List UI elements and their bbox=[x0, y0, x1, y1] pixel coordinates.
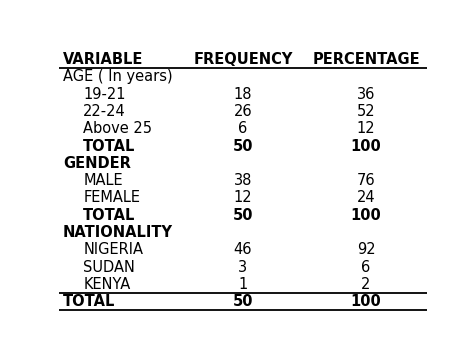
Text: 12: 12 bbox=[356, 121, 375, 136]
Text: TOTAL: TOTAL bbox=[83, 208, 136, 223]
Text: 24: 24 bbox=[356, 190, 375, 206]
Text: AGE ( In years): AGE ( In years) bbox=[63, 69, 173, 84]
Text: SUDAN: SUDAN bbox=[83, 260, 135, 275]
Text: 36: 36 bbox=[357, 87, 375, 102]
Text: 50: 50 bbox=[233, 294, 253, 309]
Text: 50: 50 bbox=[233, 138, 253, 153]
Text: FREQUENCY: FREQUENCY bbox=[193, 52, 292, 67]
Text: MALE: MALE bbox=[83, 173, 123, 188]
Text: 26: 26 bbox=[234, 104, 252, 119]
Text: 19-21: 19-21 bbox=[83, 87, 126, 102]
Text: 100: 100 bbox=[351, 138, 382, 153]
Text: VARIABLE: VARIABLE bbox=[63, 52, 143, 67]
Text: 1: 1 bbox=[238, 277, 247, 292]
Text: 92: 92 bbox=[356, 242, 375, 257]
Text: NIGERIA: NIGERIA bbox=[83, 242, 143, 257]
Text: TOTAL: TOTAL bbox=[63, 294, 115, 309]
Text: Above 25: Above 25 bbox=[83, 121, 152, 136]
Text: 12: 12 bbox=[234, 190, 252, 206]
Text: 38: 38 bbox=[234, 173, 252, 188]
Text: 50: 50 bbox=[233, 208, 253, 223]
Text: TOTAL: TOTAL bbox=[83, 138, 136, 153]
Text: 100: 100 bbox=[351, 294, 382, 309]
Text: GENDER: GENDER bbox=[63, 156, 131, 171]
Text: 3: 3 bbox=[238, 260, 247, 275]
Text: 22-24: 22-24 bbox=[83, 104, 126, 119]
Text: 6: 6 bbox=[238, 121, 247, 136]
Text: PERCENTAGE: PERCENTAGE bbox=[312, 52, 420, 67]
Text: 6: 6 bbox=[361, 260, 371, 275]
Text: FEMALE: FEMALE bbox=[83, 190, 140, 206]
Text: 46: 46 bbox=[234, 242, 252, 257]
Text: 18: 18 bbox=[234, 87, 252, 102]
Text: KENYA: KENYA bbox=[83, 277, 130, 292]
Text: 100: 100 bbox=[351, 208, 382, 223]
Text: NATIONALITY: NATIONALITY bbox=[63, 225, 173, 240]
Text: 2: 2 bbox=[361, 277, 371, 292]
Text: 52: 52 bbox=[356, 104, 375, 119]
Text: 76: 76 bbox=[356, 173, 375, 188]
